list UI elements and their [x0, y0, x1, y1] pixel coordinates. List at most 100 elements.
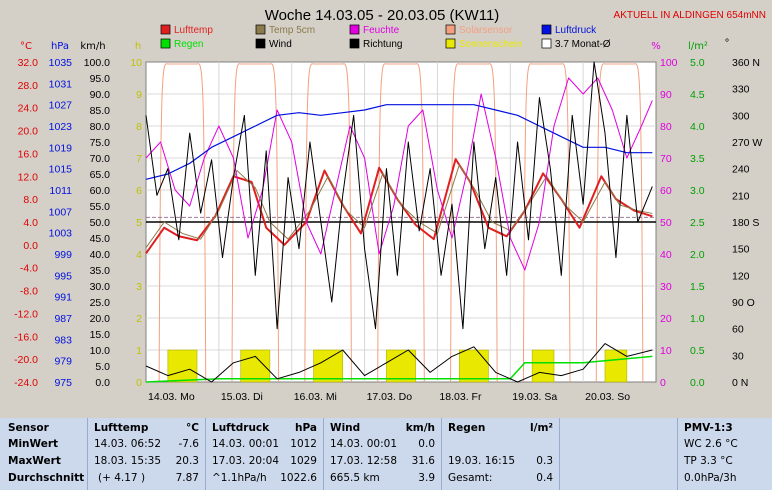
legend-label-6: Wind: [269, 39, 292, 50]
regen-total-label: Gesamt:: [448, 472, 493, 484]
humidity-tick-label: 30: [660, 281, 672, 293]
wind-tick-label: 20.0: [90, 313, 111, 325]
pressure-tick-label: 1003: [49, 228, 73, 240]
wind-tick-label: 60.0: [90, 185, 111, 197]
lufttemp-unit: °C: [186, 422, 199, 434]
sunshine-block-0: [167, 349, 198, 383]
legend-label-7: Richtung: [363, 39, 402, 50]
pressure-tick-label: 991: [54, 292, 72, 304]
sun-tick-label: 0: [136, 377, 142, 389]
luftdruck-min-time: 14.03. 00:01: [212, 438, 279, 450]
wind-tick-label: 10.0: [90, 345, 111, 357]
temp-tick-label: 32.0: [18, 57, 39, 69]
pressure-tick-label: 999: [54, 249, 72, 261]
humidity-tick-label: 50: [660, 217, 672, 229]
lufttemp-min-time: 14.03. 06:52: [94, 438, 161, 450]
rain-tick-label: 3.0: [690, 185, 705, 197]
sun-tick-label: 10: [130, 57, 142, 69]
wind-tick-label: 100.0: [84, 57, 110, 69]
wind-distance: 665.5 km: [330, 472, 380, 484]
wind-min-time: 14.03. 00:01: [330, 438, 397, 450]
temp-tick-label: 4.0: [23, 217, 38, 229]
humidity-tick-label: 80: [660, 121, 672, 133]
pressure-tick-label: 995: [54, 270, 72, 282]
rain-tick-label: 2.5: [690, 217, 705, 229]
pmv-column: PMV-1:3 WC 2.6 °C TP 3.3 °C 0.0hPa/3h: [678, 418, 772, 490]
wind-header: Wind: [330, 422, 361, 434]
weather-chart: Woche 14.03.05 - 20.03.05 (KW11) AKTUELL…: [14, 7, 766, 403]
series-richtung-line: [145, 61, 653, 330]
pressure-tick-label: 1015: [49, 164, 73, 176]
luftdruck-header: Luftdruck: [212, 422, 270, 434]
legend-swatch-2: [349, 24, 360, 35]
wind-avg-value: 3.9: [418, 472, 435, 484]
lufttemp-min-value: -7.6: [178, 438, 200, 450]
pmv-header: PMV-1:3: [684, 422, 733, 434]
pmv-windchill: WC 2.6 °C: [684, 438, 738, 450]
rain-tick-label: 5.0: [690, 57, 705, 69]
direction-unit-label: °: [725, 38, 730, 49]
lufttemp-max-time: 18.03. 15:35: [94, 455, 161, 467]
temp-tick-label: 20.0: [18, 126, 39, 138]
rain-tick-label: 2.0: [690, 249, 705, 261]
wind-tick-label: 70.0: [90, 153, 111, 165]
legend-label-2: Feuchte: [363, 25, 400, 36]
temp-tick-label: -20.0: [14, 354, 38, 366]
x-axis-labels: 14.03. Mo 15.03. Di 16.03. Mi 17.03. Do 18.0…: [148, 391, 630, 403]
solar-sensor-peak-0: [158, 63, 207, 383]
temp-tick-label: -8.0: [20, 286, 38, 298]
direction-tick-label: 0 N: [732, 377, 748, 389]
sensor-row-avg: Durchschnitt: [8, 472, 85, 484]
sun-tick-label: 9: [136, 89, 142, 101]
rain-tick-label: 4.5: [690, 89, 705, 101]
wind-tick-label: 50.0: [90, 217, 111, 229]
direction-tick-label: 270 W: [732, 137, 762, 149]
x-label-1: 15.03. Di: [221, 391, 263, 403]
regen-max-value: 0.3: [536, 455, 553, 467]
regen-header: Regen: [448, 422, 486, 434]
humidity-tick-label: 20: [660, 313, 672, 325]
x-label-2: 16.03. Mi: [294, 391, 337, 403]
rain-line: [145, 355, 653, 383]
pressure-tick-label: 1007: [49, 206, 73, 218]
temp-tick-label: 8.0: [23, 194, 38, 206]
direction-tick-label: 360 N: [732, 57, 760, 69]
rain-tick-label: 0.0: [690, 377, 705, 389]
sun-tick-label: 1: [136, 345, 142, 357]
temp-tick-label: 24.0: [18, 103, 39, 115]
live-data-link[interactable]: AKTUELL IN ALDINGEN 654mNN: [614, 10, 766, 21]
lufttemp-column: Lufttemp °C 14.03. 06:52 -7.6 18.03. 15:…: [88, 418, 206, 490]
x-label-4: 18.03. Fr: [439, 391, 482, 403]
pressure-tick-label: 1035: [49, 57, 73, 69]
direction-tick-label: 300: [732, 110, 750, 122]
wind-tick-label: 80.0: [90, 121, 111, 133]
solar-sensor-peak-4: [450, 63, 498, 383]
legend-swatch-3: [445, 24, 456, 35]
luftdruck-column: Luftdruck hPa 14.03. 00:01 1012 17.03. 2…: [206, 418, 324, 490]
humidity-tick-label: 90: [660, 89, 672, 101]
chart-marks: [145, 61, 656, 383]
sun-tick-label: 8: [136, 121, 142, 133]
humidity-tick-label: 100: [660, 57, 678, 69]
wind-min-value: 0.0: [418, 438, 435, 450]
pressure-tick-label: 1011: [49, 185, 72, 197]
luftdruck-min-value: 1012: [290, 438, 317, 450]
legend-label-9: 3.7 Monat-Ø: [555, 39, 611, 50]
pressure-tick-label: 1019: [49, 142, 73, 154]
temp-tick-label: 0.0: [23, 240, 38, 252]
direction-tick-label: 330: [732, 84, 750, 96]
lufttemp-max-value: 20.3: [175, 455, 199, 467]
luftdruck-trend: ^1.1hPa/h: [212, 472, 267, 484]
legend-swatch-8: [445, 38, 456, 49]
legend-swatch-5: [160, 38, 171, 49]
series-temp-5cm-line: [145, 164, 653, 249]
humidity-tick-label: 40: [660, 249, 672, 261]
legend-swatch-6: [255, 38, 266, 49]
x-label-3: 17.03. Do: [367, 391, 413, 403]
direction-tick-label: 120: [732, 270, 750, 282]
solar-sensor-peak-2: [304, 63, 352, 383]
pressure-tick-label: 1023: [49, 121, 73, 133]
pressure-tick-label: 975: [54, 377, 72, 389]
sun-tick-label: 7: [136, 153, 142, 165]
statistics-panel: Sensor MinWert MaxWert Durchschnitt Luft…: [0, 418, 772, 490]
